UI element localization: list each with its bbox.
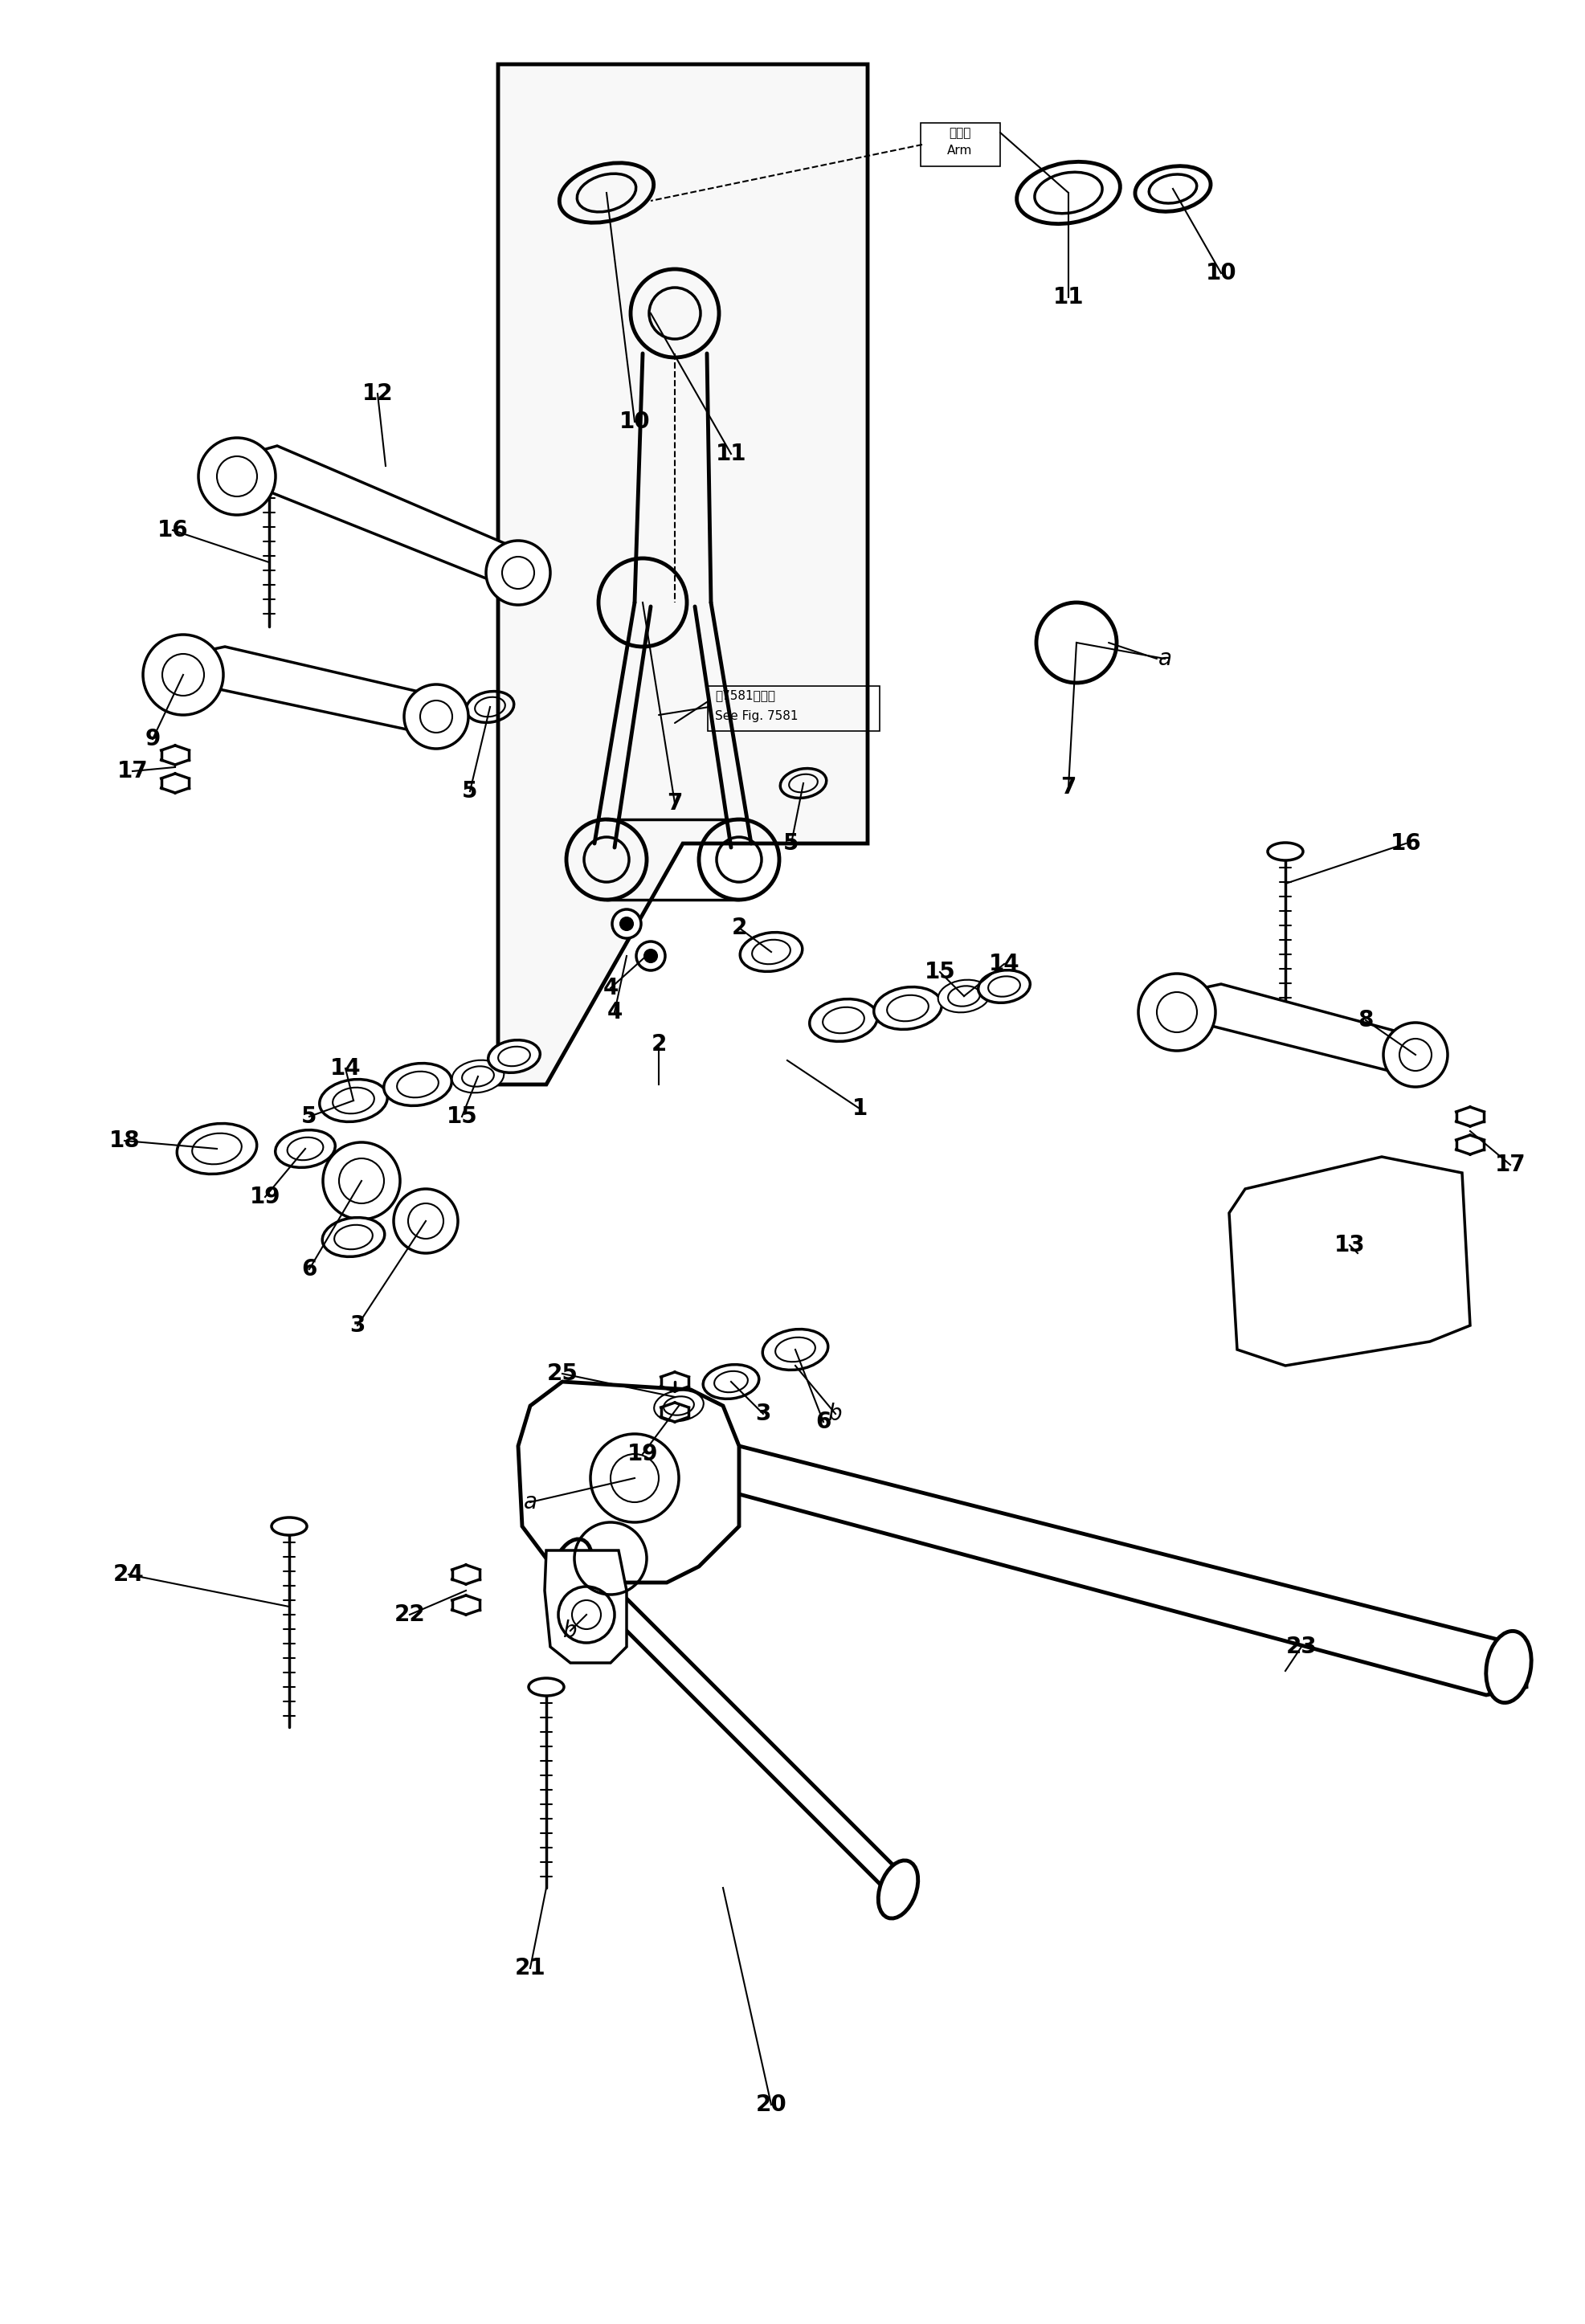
Text: 17: 17 [1495, 1153, 1526, 1176]
Ellipse shape [271, 1518, 307, 1536]
Text: 5: 5 [301, 1106, 317, 1127]
Text: 18: 18 [109, 1129, 139, 1153]
Text: 19: 19 [250, 1185, 281, 1208]
Text: 7: 7 [1060, 776, 1076, 799]
Text: 25: 25 [547, 1362, 579, 1385]
Ellipse shape [1487, 1631, 1531, 1703]
Text: a: a [523, 1492, 537, 1513]
Text: 5: 5 [783, 832, 799, 855]
Text: 15: 15 [924, 960, 956, 983]
Ellipse shape [178, 1122, 257, 1174]
Ellipse shape [488, 1041, 540, 1074]
Text: 14: 14 [989, 953, 1019, 976]
Ellipse shape [873, 988, 941, 1030]
Ellipse shape [1268, 844, 1303, 860]
Polygon shape [545, 1550, 626, 1664]
Ellipse shape [878, 1862, 918, 1917]
Circle shape [636, 941, 666, 971]
Ellipse shape [452, 1060, 504, 1092]
Text: 2: 2 [731, 916, 747, 939]
Text: 4: 4 [607, 1002, 623, 1023]
Text: 3: 3 [350, 1315, 365, 1336]
Text: 17: 17 [117, 760, 147, 783]
Text: 23: 23 [1285, 1636, 1317, 1657]
Ellipse shape [655, 1390, 704, 1422]
Text: 5: 5 [463, 781, 477, 802]
Circle shape [323, 1143, 399, 1220]
Text: 6: 6 [816, 1411, 831, 1434]
Ellipse shape [384, 1064, 452, 1106]
Polygon shape [1228, 1157, 1471, 1367]
Polygon shape [212, 446, 531, 586]
Text: Arm: Arm [948, 144, 973, 156]
Ellipse shape [320, 1078, 387, 1122]
Circle shape [143, 634, 223, 716]
Ellipse shape [810, 999, 878, 1041]
Circle shape [198, 437, 276, 516]
Text: 15: 15 [447, 1106, 477, 1127]
Text: アーム: アーム [949, 128, 972, 139]
Ellipse shape [762, 1329, 827, 1369]
Text: 21: 21 [515, 1957, 545, 1980]
Text: 4: 4 [602, 976, 618, 999]
Polygon shape [707, 1446, 1526, 1694]
Circle shape [612, 909, 640, 939]
Text: 16: 16 [157, 518, 189, 541]
Text: 22: 22 [395, 1604, 425, 1627]
Polygon shape [1155, 983, 1430, 1074]
Text: 3: 3 [756, 1404, 770, 1425]
Ellipse shape [704, 1364, 759, 1399]
Circle shape [1384, 1023, 1447, 1088]
Text: 12: 12 [361, 383, 393, 404]
Circle shape [404, 686, 468, 748]
Text: 9: 9 [144, 727, 160, 751]
Text: 2: 2 [651, 1034, 667, 1055]
Text: 10: 10 [620, 411, 650, 432]
Text: 13: 13 [1335, 1234, 1365, 1257]
Ellipse shape [978, 969, 1030, 1002]
Text: b: b [829, 1404, 843, 1425]
Ellipse shape [276, 1129, 334, 1167]
Polygon shape [158, 646, 450, 732]
Text: 10: 10 [1206, 263, 1236, 284]
Text: See Fig. 7581: See Fig. 7581 [715, 711, 799, 723]
Ellipse shape [740, 932, 802, 971]
Text: 11: 11 [715, 442, 747, 465]
Circle shape [620, 918, 632, 930]
Text: 8: 8 [1358, 1009, 1374, 1032]
Text: 6: 6 [301, 1257, 317, 1281]
Ellipse shape [552, 1538, 591, 1597]
Polygon shape [518, 1383, 739, 1583]
Ellipse shape [529, 1678, 564, 1697]
Text: 1: 1 [851, 1097, 867, 1120]
Circle shape [487, 541, 550, 604]
Circle shape [1138, 974, 1216, 1050]
Ellipse shape [938, 981, 991, 1013]
Text: 11: 11 [1052, 286, 1084, 309]
Text: 20: 20 [756, 2094, 786, 2115]
Text: 14: 14 [330, 1057, 361, 1081]
Text: 16: 16 [1390, 832, 1422, 855]
Ellipse shape [322, 1218, 385, 1257]
Polygon shape [498, 65, 867, 1085]
Circle shape [644, 951, 658, 962]
Text: 24: 24 [113, 1564, 144, 1585]
Text: 19: 19 [628, 1443, 658, 1464]
Text: a: a [1159, 648, 1171, 669]
Text: 第7581図参照: 第7581図参照 [715, 690, 775, 702]
Circle shape [393, 1190, 458, 1253]
Text: 7: 7 [667, 792, 683, 816]
Text: b: b [563, 1620, 577, 1643]
